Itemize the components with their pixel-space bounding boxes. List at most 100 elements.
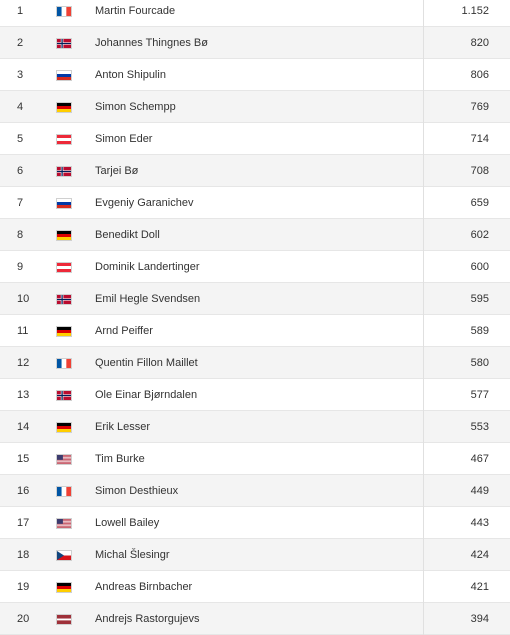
column-divider [423, 411, 424, 443]
column-divider [423, 379, 424, 411]
czech-flag-icon [56, 550, 72, 561]
russia-flag-icon [56, 70, 72, 81]
standings-row[interactable]: 10 Emil Hegle Svendsen 595 [0, 283, 510, 315]
athlete-name-link[interactable]: Benedikt Doll [95, 229, 160, 241]
flag-cell [56, 603, 74, 635]
points-cell: 600 [470, 261, 489, 273]
athlete-name-link[interactable]: Simon Schempp [95, 101, 176, 113]
column-divider [423, 91, 424, 123]
standings-row[interactable]: 7 Evgeniy Garanichev 659 [0, 187, 510, 219]
rank-cell: 7 [17, 197, 24, 209]
points-cell: 595 [470, 293, 489, 305]
rank-cell: 11 [17, 325, 29, 337]
standings-row[interactable]: 16 Simon Desthieux 449 [0, 475, 510, 507]
athlete-name-link[interactable]: Simon Eder [95, 133, 153, 145]
athlete-name-link[interactable]: Tarjei Bø [95, 165, 139, 177]
standings-row[interactable]: 8 Benedikt Doll 602 [0, 219, 510, 251]
standings-row[interactable]: 6 Tarjei Bø 708 [0, 155, 510, 187]
standings-row[interactable]: 13 Ole Einar Bjørndalen 577 [0, 379, 510, 411]
column-divider [423, 187, 424, 219]
athlete-name-link[interactable]: Andreas Birnbacher [95, 581, 193, 593]
athlete-name-link[interactable]: Erik Lesser [95, 421, 151, 433]
flag-cell [56, 347, 74, 379]
points-cell: 394 [470, 613, 489, 625]
column-divider [423, 315, 424, 347]
standings-row[interactable]: 17 Lowell Bailey 443 [0, 507, 510, 539]
standings-row[interactable]: 20 Andrejs Rastorgujevs 394 [0, 603, 510, 635]
standings-row[interactable]: 4 Simon Schempp 769 [0, 91, 510, 123]
standings-row[interactable]: 19 Andreas Birnbacher 421 [0, 571, 510, 603]
standings-row[interactable]: 12 Quentin Fillon Maillet 580 [0, 347, 510, 379]
flag-cell [56, 283, 74, 315]
athlete-name-link[interactable]: Dominik Landertinger [95, 261, 200, 273]
rank-cell: 5 [17, 133, 24, 145]
rank-cell: 18 [17, 549, 30, 561]
france-flag-icon [56, 486, 72, 497]
germany-flag-icon [56, 326, 72, 337]
latvia-flag-icon [56, 614, 72, 625]
column-divider [423, 283, 424, 315]
column-divider [423, 59, 424, 91]
flag-cell [56, 0, 74, 27]
rank-cell: 10 [17, 293, 30, 305]
flag-cell [56, 91, 74, 123]
athlete-name-link[interactable]: Quentin Fillon Maillet [95, 357, 198, 369]
column-divider [423, 571, 424, 603]
standings-row[interactable]: 1 Martin Fourcade 1.152 [0, 0, 510, 27]
flag-cell [56, 187, 74, 219]
athlete-name-link[interactable]: Ole Einar Bjørndalen [95, 389, 198, 401]
flag-cell [56, 475, 74, 507]
flag-cell [56, 411, 74, 443]
rank-cell: 1 [17, 5, 24, 17]
rank-cell: 15 [17, 453, 30, 465]
usa-flag-icon [56, 518, 72, 529]
standings-row[interactable]: 3 Anton Shipulin 806 [0, 59, 510, 91]
standings-row[interactable]: 14 Erik Lesser 553 [0, 411, 510, 443]
athlete-name-link[interactable]: Andrejs Rastorgujevs [95, 613, 200, 625]
athlete-name-link[interactable]: Michal Šlesingr [95, 549, 170, 561]
athlete-name-link[interactable]: Arnd Peiffer [95, 325, 153, 337]
standings-row[interactable]: 11 Arnd Peiffer 589 [0, 315, 510, 347]
athlete-name-link[interactable]: Johannes Thingnes Bø [95, 37, 208, 49]
points-cell: 659 [470, 197, 489, 209]
russia-flag-icon [56, 198, 72, 209]
athlete-name-link[interactable]: Emil Hegle Svendsen [95, 293, 201, 305]
column-divider [423, 475, 424, 507]
points-cell: 806 [470, 69, 489, 81]
rank-cell: 13 [17, 389, 30, 401]
standings-row[interactable]: 15 Tim Burke 467 [0, 443, 510, 475]
points-cell: 708 [470, 165, 489, 177]
athlete-name-link[interactable]: Tim Burke [95, 453, 145, 465]
austria-flag-icon [56, 134, 72, 145]
flag-cell [56, 315, 74, 347]
standings-row[interactable]: 18 Michal Šlesingr 424 [0, 539, 510, 571]
rank-cell: 19 [17, 581, 30, 593]
points-cell: 820 [470, 37, 489, 49]
athlete-name-link[interactable]: Anton Shipulin [95, 69, 166, 81]
rank-cell: 8 [17, 229, 24, 241]
points-cell: 424 [470, 549, 489, 561]
standings-row[interactable]: 5 Simon Eder 714 [0, 123, 510, 155]
points-cell: 553 [470, 421, 489, 433]
germany-flag-icon [56, 102, 72, 113]
flag-cell [56, 507, 74, 539]
athlete-name-link[interactable]: Lowell Bailey [95, 517, 160, 529]
standings-row[interactable]: 9 Dominik Landertinger 600 [0, 251, 510, 283]
column-divider [423, 219, 424, 251]
column-divider [423, 155, 424, 187]
flag-cell [56, 27, 74, 59]
column-divider [423, 347, 424, 379]
standings-row[interactable]: 2 Johannes Thingnes Bø 820 [0, 27, 510, 59]
flag-cell [56, 59, 74, 91]
athlete-name-link[interactable]: Evgeniy Garanichev [95, 197, 194, 209]
athlete-name-link[interactable]: Martin Fourcade [95, 5, 176, 17]
flag-cell [56, 379, 74, 411]
germany-flag-icon [56, 582, 72, 593]
rank-cell: 17 [17, 517, 30, 529]
norway-flag-icon [56, 38, 72, 49]
rank-cell: 20 [17, 613, 30, 625]
athlete-name-link[interactable]: Simon Desthieux [95, 485, 179, 497]
rank-cell: 14 [17, 421, 30, 433]
usa-flag-icon [56, 454, 72, 465]
